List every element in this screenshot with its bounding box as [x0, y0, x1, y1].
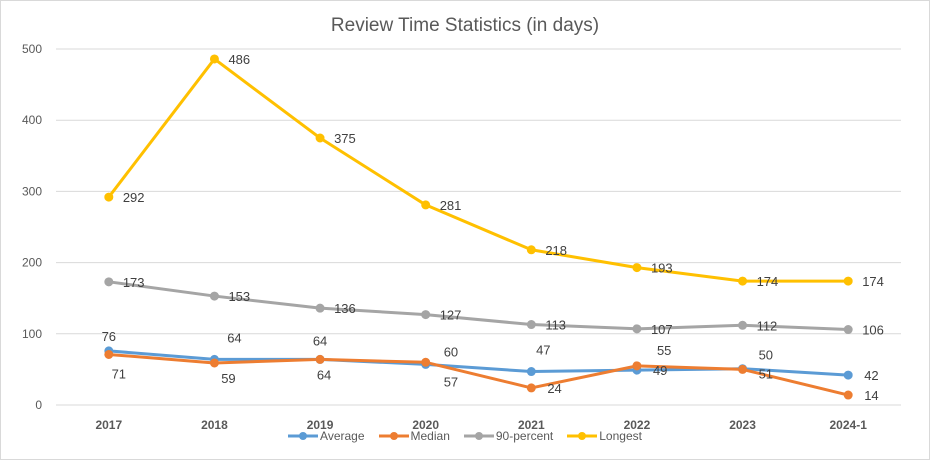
- legend-item: Average: [288, 429, 365, 443]
- data-point: [209, 54, 219, 64]
- data-point: [104, 192, 114, 202]
- data-label: 136: [334, 301, 356, 316]
- data-label: 218: [545, 243, 567, 258]
- legend: Average Median 90-percent Longest: [1, 429, 929, 443]
- x-tick-label: 2020: [412, 418, 439, 432]
- data-label: 47: [536, 343, 550, 358]
- x-tick-label: 2018: [201, 418, 228, 432]
- data-label: 153: [228, 289, 250, 304]
- data-label: 55: [657, 343, 671, 358]
- x-tick-label: 2024-1: [830, 418, 868, 432]
- data-point: [526, 383, 536, 393]
- data-point: [526, 245, 536, 255]
- data-point: [632, 361, 642, 371]
- data-label: 112: [757, 318, 778, 333]
- data-label: 106: [862, 323, 884, 338]
- data-point: [104, 349, 114, 359]
- legend-swatch: [567, 432, 598, 440]
- data-label: 113: [545, 318, 566, 333]
- data-label: 64: [227, 330, 241, 345]
- data-label: 64: [317, 367, 331, 382]
- data-label: 76: [102, 329, 116, 344]
- data-point: [632, 263, 642, 273]
- data-point: [421, 310, 431, 320]
- data-label: 51: [759, 367, 773, 382]
- data-label: 50: [759, 347, 773, 362]
- data-point: [526, 367, 536, 377]
- data-label: 71: [112, 366, 126, 381]
- data-label: 57: [444, 374, 458, 389]
- data-point: [632, 324, 642, 334]
- data-point: [843, 325, 853, 335]
- data-label: 193: [651, 261, 673, 276]
- legend-swatch: [378, 432, 409, 440]
- data-label: 64: [313, 333, 327, 348]
- legend-label: Average: [320, 429, 365, 443]
- data-label: 42: [864, 368, 878, 383]
- data-point: [315, 133, 325, 143]
- legend-swatch: [288, 432, 319, 440]
- chart-title: Review Time Statistics (in days): [330, 15, 600, 36]
- y-tick-label: 500: [22, 42, 42, 56]
- data-point: [315, 354, 325, 364]
- legend-swatch: [463, 432, 494, 440]
- data-label: 174: [862, 274, 884, 289]
- data-point: [421, 357, 431, 367]
- data-label: 49: [653, 363, 667, 378]
- legend-label: Longest: [599, 429, 642, 443]
- x-tick-label: 2019: [307, 418, 334, 432]
- data-label: 174: [757, 274, 779, 289]
- legend-item: Median: [378, 429, 450, 443]
- data-point: [315, 303, 325, 313]
- data-label: 173: [123, 275, 145, 290]
- data-point: [104, 277, 114, 287]
- data-label: 281: [440, 198, 462, 213]
- data-point: [526, 320, 536, 330]
- data-label: 14: [864, 388, 878, 403]
- legend-label: Median: [410, 429, 450, 443]
- data-label: 486: [228, 52, 250, 67]
- y-tick-label: 300: [22, 184, 42, 198]
- y-tick-label: 400: [22, 113, 42, 127]
- data-point: [209, 358, 219, 368]
- series-line: [108, 352, 849, 397]
- data-label: 59: [221, 371, 235, 386]
- data-label: 292: [123, 190, 145, 205]
- data-label: 60: [444, 344, 458, 359]
- data-label: 107: [651, 322, 673, 337]
- data-point: [843, 370, 853, 380]
- y-tick-label: 0: [35, 398, 42, 412]
- data-point: [209, 291, 219, 301]
- series-line: [108, 280, 849, 332]
- x-tick-label: 2021: [518, 418, 545, 432]
- data-point: [843, 276, 853, 286]
- legend-item: 90-percent: [463, 429, 554, 443]
- legend-item: Longest: [567, 429, 642, 443]
- legend-label: 90-percent: [495, 429, 554, 443]
- y-tick-label: 200: [22, 256, 42, 270]
- data-label: 127: [440, 308, 462, 323]
- data-label: 24: [547, 381, 561, 396]
- data-point: [843, 390, 853, 400]
- series-line: [107, 57, 849, 283]
- x-tick-label: 2022: [624, 418, 651, 432]
- x-tick-label: 2023: [729, 418, 756, 432]
- data-point: [738, 320, 748, 330]
- data-point: [738, 364, 748, 374]
- x-tick-label: 2017: [95, 418, 122, 432]
- data-point: [421, 200, 431, 210]
- data-label: 375: [334, 131, 356, 146]
- y-tick-label: 100: [22, 327, 42, 341]
- data-point: [738, 276, 748, 286]
